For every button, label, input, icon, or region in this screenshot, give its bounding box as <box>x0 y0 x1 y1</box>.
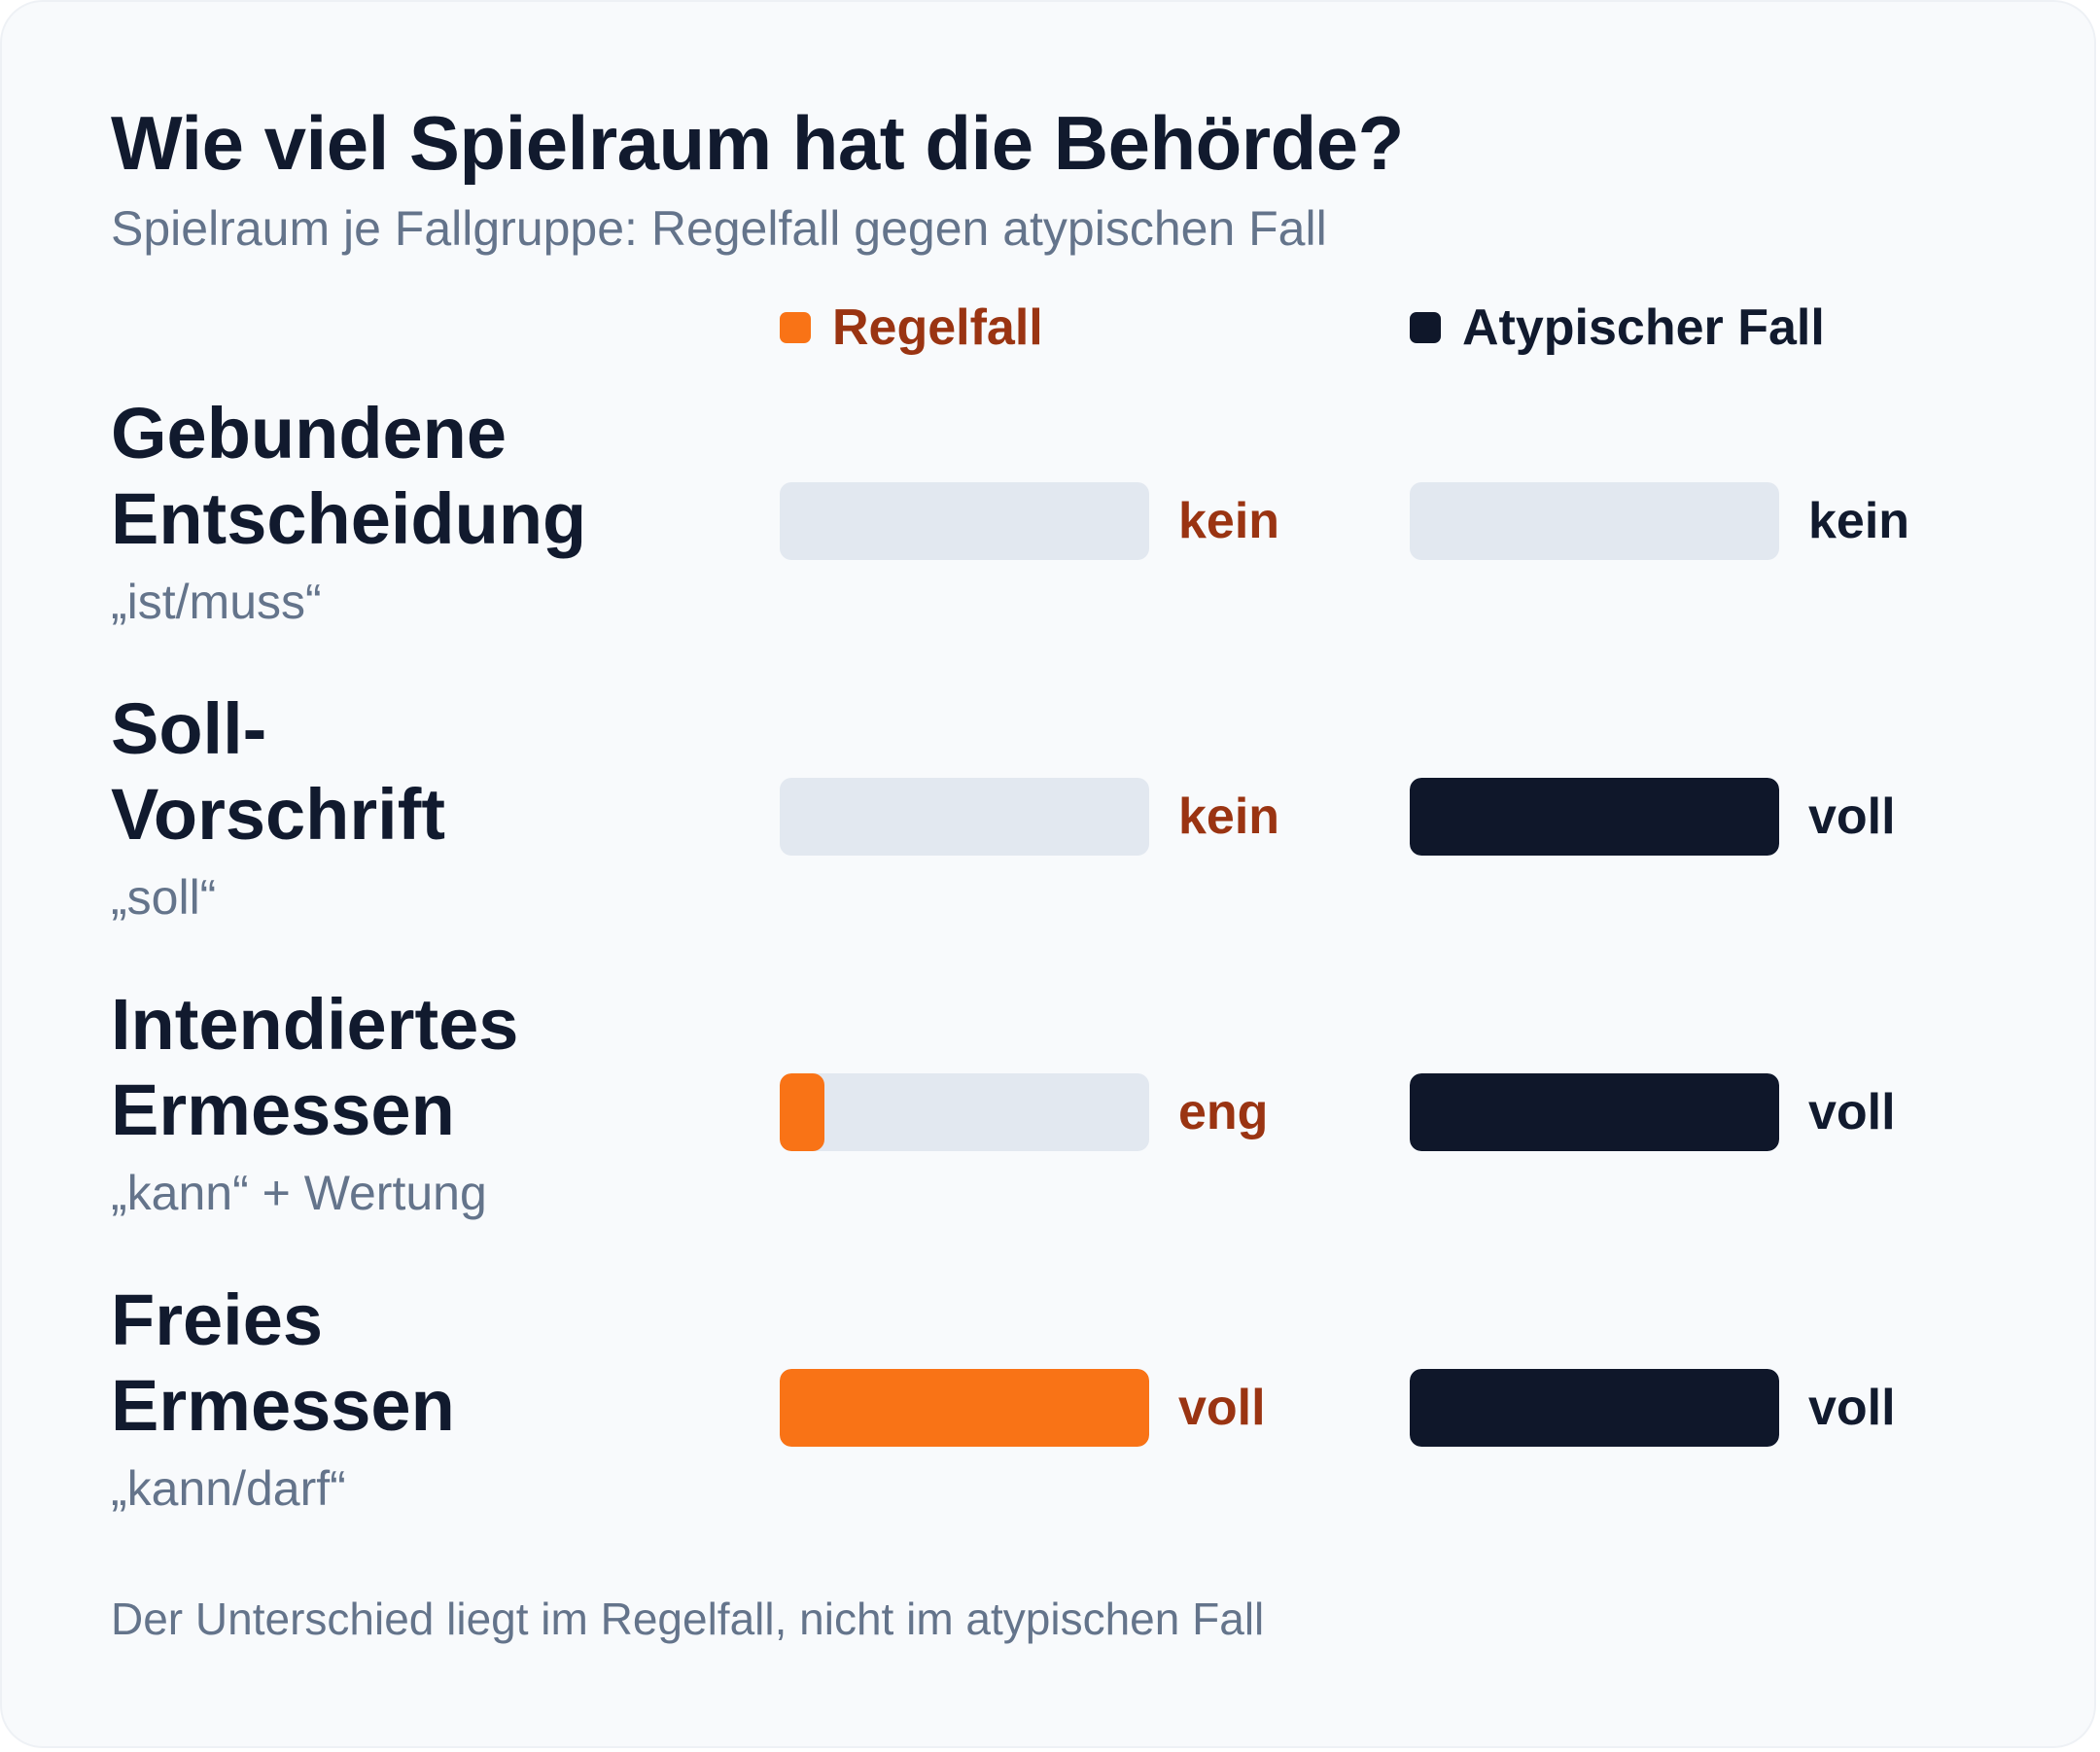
category-title-line: Ermessen <box>111 1069 455 1150</box>
value-label-atypischer-fall: voll <box>1808 1380 1896 1436</box>
category-title-line: Gebundene <box>111 393 508 473</box>
bar-atypischer-fall <box>1410 778 1779 856</box>
category-title-line: Intendiertes <box>111 984 519 1065</box>
bar-track-regelfall <box>780 1073 1149 1151</box>
chart-subtitle: Spielraum je Fallgruppe: Regelfall gegen… <box>111 201 1327 256</box>
bar-track-regelfall <box>780 482 1149 560</box>
legend-label-regelfall: Regelfall <box>832 299 1043 356</box>
value-label-atypischer-fall: voll <box>1808 788 1896 845</box>
legend-regelfall: Regelfall <box>780 294 1043 362</box>
category-title-line: Vorschrift <box>111 774 446 855</box>
category-title-line: Entscheidung <box>111 478 587 559</box>
value-label-regelfall: eng <box>1178 1084 1269 1140</box>
bar-track-regelfall <box>780 1369 1149 1447</box>
bar-regelfall <box>780 1073 824 1151</box>
bar-track-atypischer-fall <box>1410 778 1779 856</box>
chart-title: Wie viel Spielraum hat die Behörde? <box>111 100 1404 186</box>
category-subtitle: „ist/muss“ <box>111 575 322 629</box>
bar-track-atypischer-fall <box>1410 1369 1779 1447</box>
legend-swatch-atypischer-fall <box>1410 312 1441 343</box>
category-title-line: Soll- <box>111 688 267 769</box>
category-subtitle: „kann“ + Wertung <box>111 1166 487 1220</box>
bar-atypischer-fall <box>1410 1369 1779 1447</box>
value-label-regelfall: kein <box>1178 788 1280 845</box>
bar-track-atypischer-fall <box>1410 1073 1779 1151</box>
category-subtitle: „kann/darf“ <box>111 1461 346 1516</box>
value-label-atypischer-fall: voll <box>1808 1084 1896 1140</box>
bar-atypischer-fall <box>1410 1073 1779 1151</box>
category-title-line: Ermessen <box>111 1365 455 1446</box>
value-label-regelfall: kein <box>1178 493 1280 549</box>
value-label-atypischer-fall: kein <box>1808 493 1910 549</box>
chart-footnote: Der Unterschied liegt im Regelfall, nich… <box>111 1594 1265 1644</box>
legend-swatch-regelfall <box>780 312 811 343</box>
legend-label-atypischer-fall: Atypischer Fall <box>1462 299 1825 356</box>
category-subtitle: „soll“ <box>111 870 217 925</box>
bar-track-regelfall <box>780 778 1149 856</box>
bar-track-atypischer-fall <box>1410 482 1779 560</box>
value-label-regelfall: voll <box>1178 1380 1266 1436</box>
legend-atypischer-fall: Atypischer Fall <box>1410 294 1825 362</box>
category-title-line: Freies <box>111 1279 324 1360</box>
bar-regelfall <box>780 1369 1149 1447</box>
